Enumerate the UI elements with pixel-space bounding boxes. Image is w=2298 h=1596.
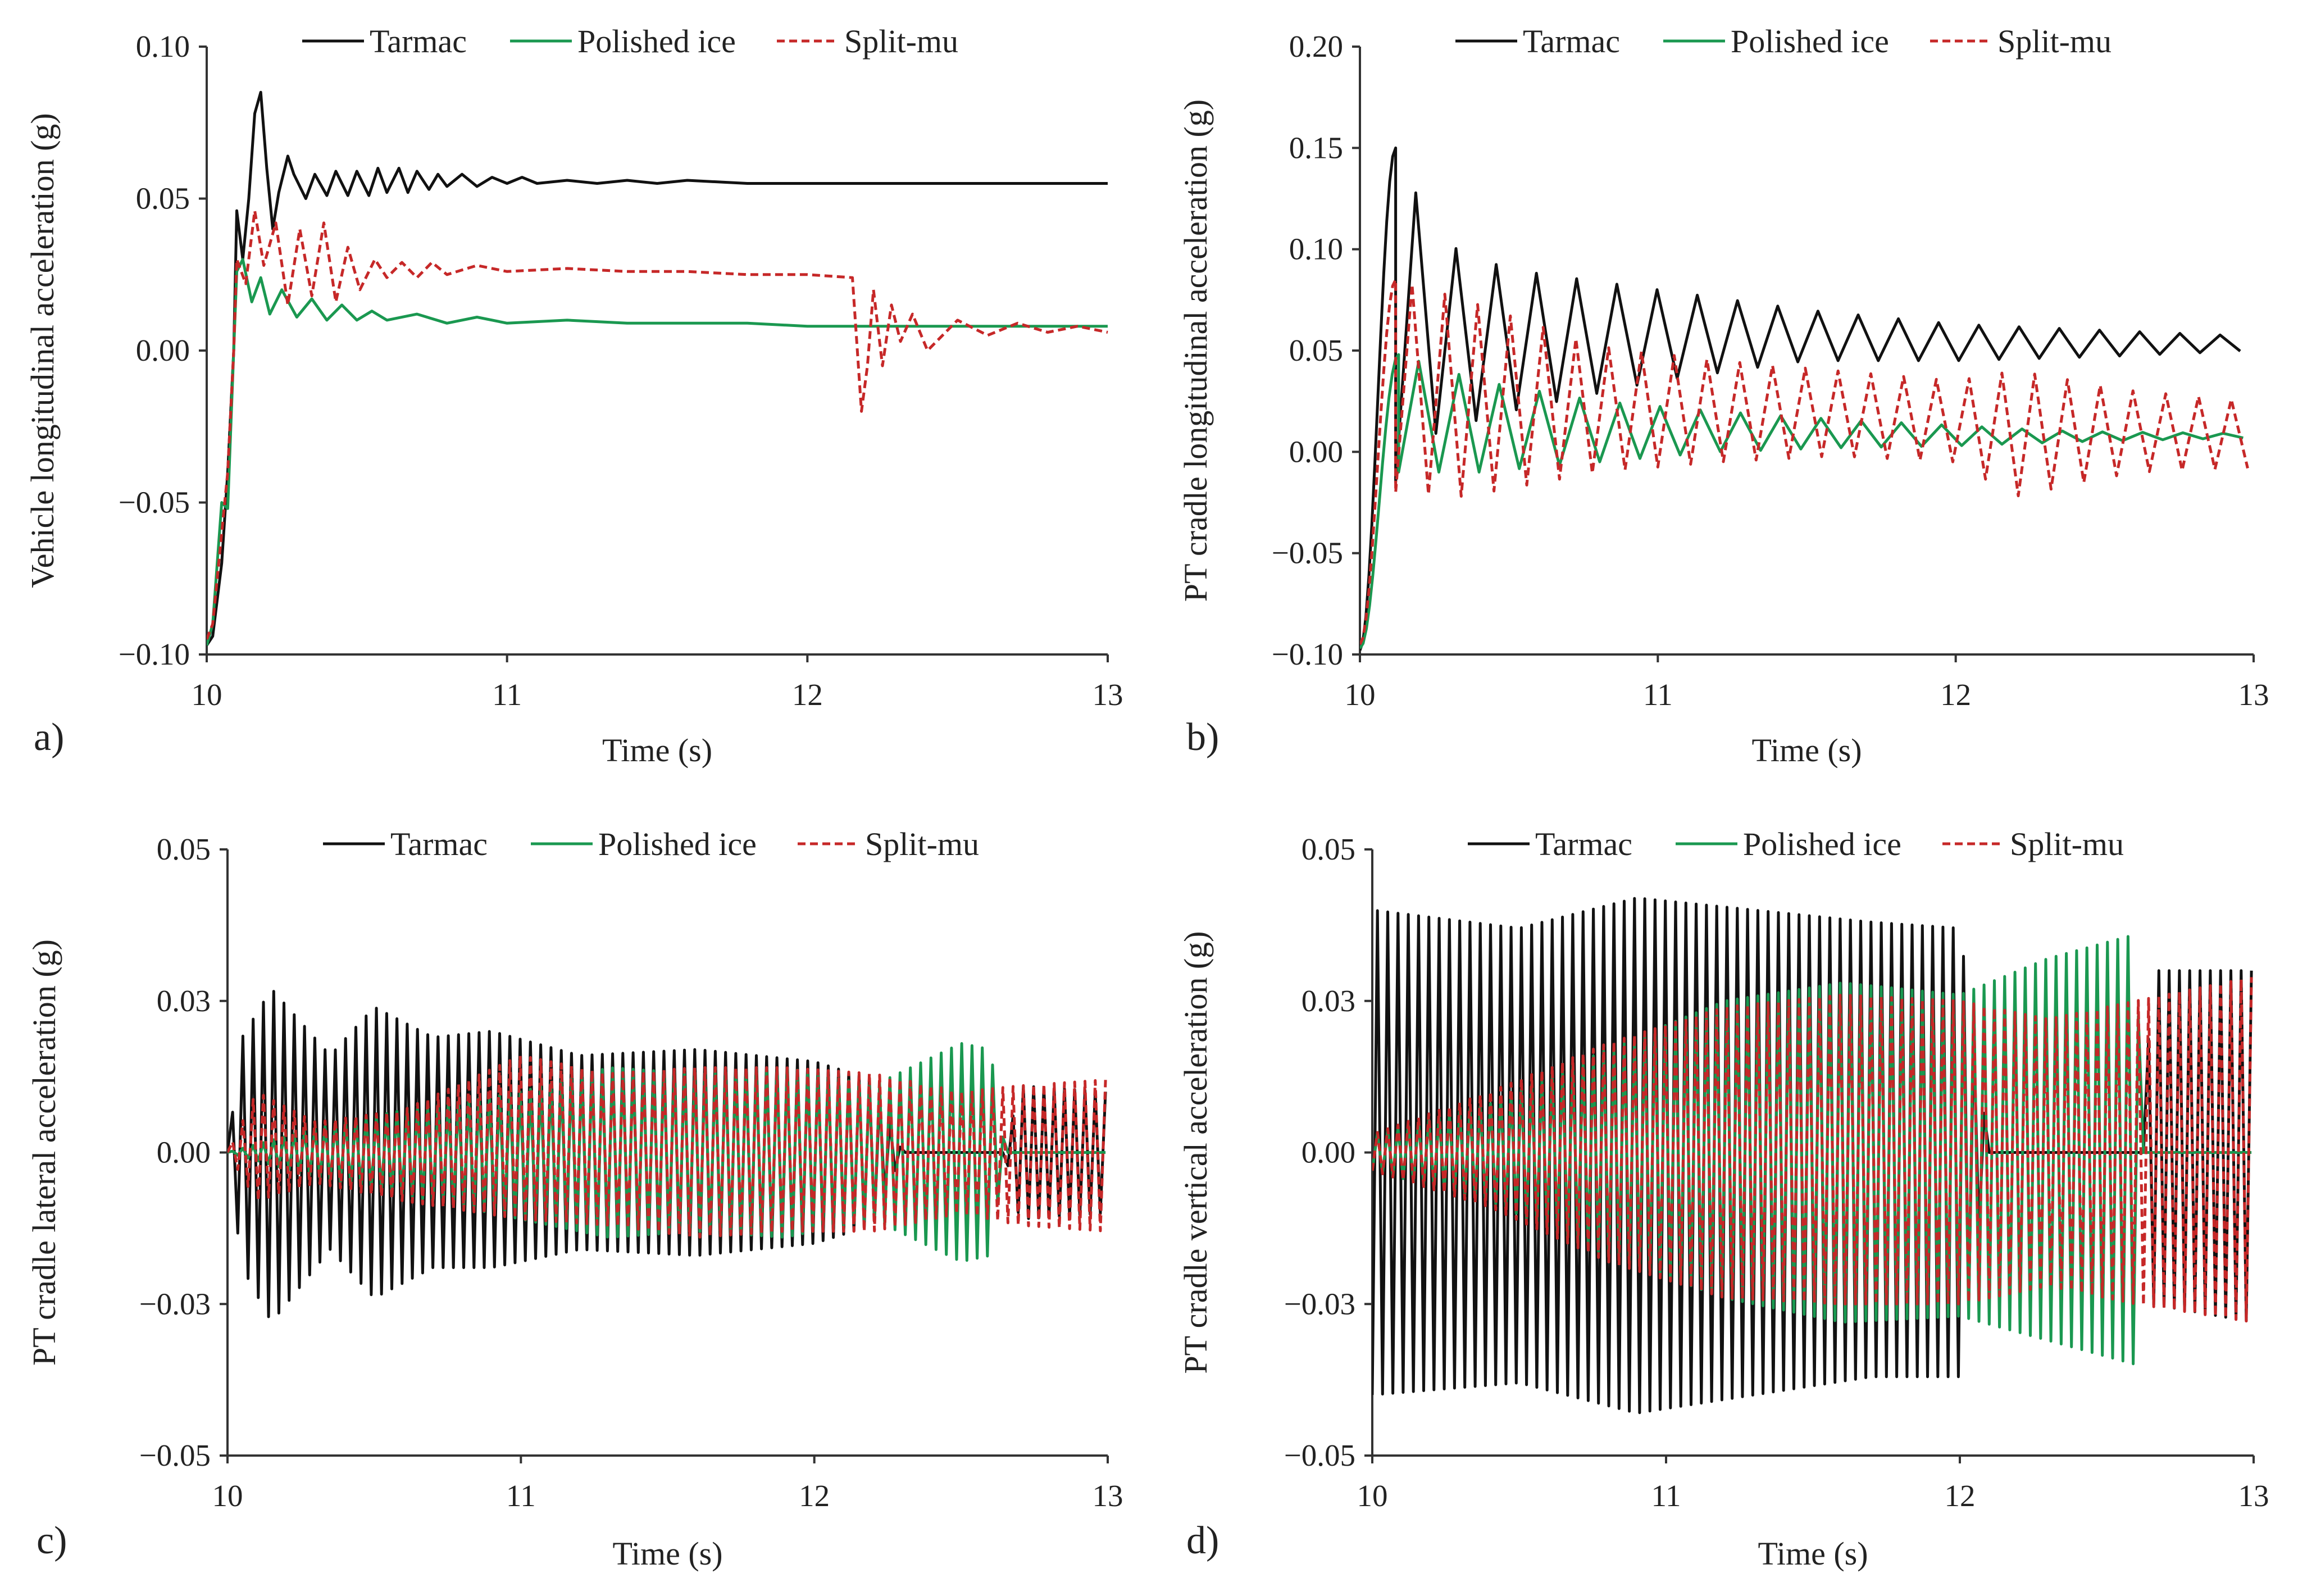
y-tick-label: −0.10 (119, 637, 190, 671)
y-axis-label: Vehicle longitudinal acceleration (g) (24, 113, 61, 588)
x-tick-label: 10 (192, 677, 222, 712)
y-axis-label: PT cradle longitudinal acceleration (g) (1177, 99, 1214, 602)
legend-label: Split-mu (844, 23, 958, 60)
y-tick-label: 0.05 (136, 181, 190, 216)
y-tick-label: 0.20 (1289, 29, 1343, 63)
y-tick-label: 0.05 (1302, 832, 1355, 866)
chart-panel-4: −0.05 −0.03 0.00 0.03 0.05 10 11 12 13 Time (s) PT… (1177, 826, 2269, 1572)
y-tick-label: 0.05 (157, 832, 211, 866)
legend-label: Split-mu (865, 826, 979, 862)
legend-label: Polished ice (577, 23, 736, 60)
legend-label: Tarmac (1535, 826, 1632, 862)
x-axis-label: Time (s) (602, 732, 712, 769)
series-line-split-mu (1360, 278, 2249, 645)
panel-label: c) (37, 1519, 67, 1562)
y-tick-label: 0.10 (1289, 232, 1343, 266)
y-tick-label: 0.00 (1302, 1135, 1355, 1170)
x-tick-label: 11 (1651, 1479, 1681, 1513)
y-tick-label: −0.05 (139, 1438, 211, 1472)
x-tick-label: 13 (1093, 1479, 1123, 1513)
x-tick-label: 12 (1945, 1479, 1976, 1513)
x-tick-label: 13 (2238, 1479, 2269, 1513)
series-line-polished-ice (1360, 353, 2244, 649)
y-tick-label: 0.10 (136, 29, 190, 63)
y-tick-label: 0.03 (157, 984, 211, 1018)
x-tick-label: 12 (1940, 677, 1971, 712)
x-tick-label: 10 (1345, 677, 1376, 712)
x-tick-label: 11 (492, 677, 522, 712)
y-tick-label: 0.03 (1302, 984, 1355, 1018)
y-tick-label: 0.00 (157, 1135, 211, 1170)
chart-panel-2: −0.10 −0.05 0.00 0.05 0.10 0.15 0.20 10 11 12 13 Ti… (1177, 23, 2269, 769)
panel-label: b) (1186, 716, 1219, 759)
chart-panel-1: −0.10 −0.05 0.00 0.05 0.10 10 11 12 13 Time (s) Ve… (24, 23, 1123, 769)
y-tick-label: 0.00 (1289, 434, 1343, 469)
x-axis-label: Time (s) (1751, 732, 1862, 769)
y-tick-label: −0.03 (139, 1286, 211, 1321)
y-tick-label: −0.05 (1272, 536, 1343, 570)
x-tick-label: 13 (1093, 677, 1123, 712)
x-tick-label: 13 (2238, 677, 2269, 712)
x-tick-label: 12 (792, 677, 823, 712)
legend-label: Split-mu (2010, 826, 2124, 862)
panel-label: d) (1186, 1519, 1219, 1562)
legend-label: Tarmac (390, 826, 488, 862)
series-line-split-mu (207, 209, 1108, 640)
x-axis-label: Time (s) (612, 1535, 722, 1572)
y-tick-label: 0.05 (1289, 333, 1343, 367)
legend-label: Polished ice (1731, 23, 1889, 60)
x-tick-label: 10 (212, 1479, 243, 1513)
x-tick-label: 11 (506, 1479, 536, 1513)
y-tick-label: −0.05 (1284, 1438, 1355, 1472)
series-line-split-mu (227, 1054, 1107, 1239)
y-axis-label: PT cradle lateral acceleration (g) (26, 939, 62, 1366)
chart-panel-3: −0.05 −0.03 0.00 0.03 0.05 10 11 12 13 Time (s) PT… (26, 826, 1123, 1572)
y-tick-label: 0.00 (136, 333, 190, 367)
series-line-polished-ice (207, 258, 1108, 646)
legend-label: Tarmac (1523, 23, 1620, 60)
legend-label: Split-mu (1997, 23, 2112, 60)
panel-label: a) (34, 716, 64, 759)
y-tick-label: −0.05 (119, 485, 190, 520)
legend-label: Tarmac (370, 23, 467, 60)
series-line-tarmac (207, 90, 1108, 647)
y-tick-label: −0.10 (1272, 637, 1343, 671)
legend-label: Polished ice (1743, 826, 1901, 862)
x-tick-label: 10 (1357, 1479, 1388, 1513)
x-axis-label: Time (s) (1758, 1535, 1868, 1572)
y-tick-label: 0.15 (1289, 130, 1343, 165)
x-tick-label: 12 (799, 1479, 830, 1513)
legend-label: Polished ice (598, 826, 757, 862)
x-tick-label: 11 (1643, 677, 1673, 712)
y-axis-label: PT cradle vertical acceleration (g) (1177, 931, 1214, 1374)
y-tick-label: −0.03 (1284, 1286, 1355, 1321)
series-line-tarmac (1360, 146, 2241, 651)
